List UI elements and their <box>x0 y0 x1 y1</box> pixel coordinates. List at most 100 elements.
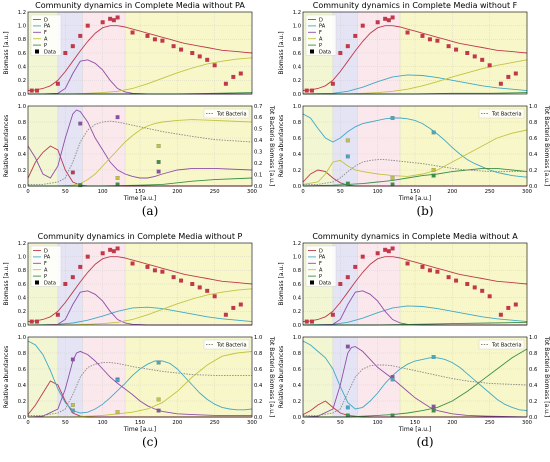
data-marker <box>345 344 350 349</box>
phase-band <box>82 337 126 417</box>
y-right-tick-label: 0.8 <box>254 351 262 357</box>
legend-box <box>30 14 62 56</box>
data-point <box>480 57 485 62</box>
y-right-tick-label: 0.0 <box>529 184 537 190</box>
data-point <box>454 47 459 52</box>
y-tick-label: 1.0 <box>18 254 26 260</box>
data-point <box>454 278 459 283</box>
series-line-a <box>302 129 528 185</box>
legend-label-a: A <box>44 37 48 43</box>
series-line-a <box>28 350 253 418</box>
legend-label-f: F <box>319 30 322 36</box>
y-axis-label: Biomass [a.u.] <box>278 262 285 305</box>
y-tick-label: 1.0 <box>18 104 26 110</box>
data-point <box>197 285 202 290</box>
series-line-tot-bacteria <box>303 364 528 416</box>
y-tick-label: 0.4 <box>18 383 27 389</box>
y-right-axis-label: Tot Bacteria Biomass [a.u.] <box>268 105 275 187</box>
data-marker <box>115 182 120 187</box>
data-point <box>171 44 176 49</box>
data-point <box>390 246 395 251</box>
data-point <box>212 63 217 68</box>
legend-label-f: F <box>44 30 47 36</box>
data-point <box>506 74 511 79</box>
legend-label-tot-bacteria: Tot Bacteria <box>216 342 247 348</box>
y-right-tick-label: 0.4 <box>254 138 263 144</box>
legend-label-pa: PA <box>44 24 51 30</box>
legend-label-f: F <box>44 261 47 267</box>
data-point <box>70 275 75 280</box>
legend-label-d: D <box>44 248 48 254</box>
chart-title: Community dynamics in Complete Media wit… <box>313 1 518 10</box>
y-tick-label: 0.8 <box>293 120 301 126</box>
data-point <box>231 74 236 79</box>
y-tick-label: 0.8 <box>293 351 301 357</box>
x-tick-label: 0 <box>301 189 304 195</box>
series-line-tot-bacteria <box>28 362 252 416</box>
y-tick-label: 0.2 <box>293 399 301 405</box>
y-right-tick-label: 0.8 <box>529 120 537 126</box>
data-marker <box>345 181 350 186</box>
y-right-tick-label: 1.0 <box>254 335 262 341</box>
y-tick-label: 0.0 <box>293 415 301 421</box>
data-marker <box>78 183 83 188</box>
data-point <box>480 288 485 293</box>
chart-title: Community dynamics in Complete Media wit… <box>312 232 518 241</box>
y-tick-label: 0.0 <box>18 323 26 329</box>
legend-label-tot-bacteria: Tot Bacteria <box>216 111 247 117</box>
data-marker <box>156 397 161 402</box>
y-tick-label: 1.0 <box>293 23 301 29</box>
data-marker <box>390 176 395 180</box>
y-right-tick-label: 0.4 <box>529 152 538 158</box>
data-marker <box>115 176 120 180</box>
y-right-tick-label: 0.6 <box>529 136 537 142</box>
panel-c: Community dynamics in Complete Media wit… <box>3 232 275 449</box>
y-right-tick-label: 0.4 <box>529 383 538 389</box>
data-point <box>29 88 34 93</box>
series-line-f <box>27 350 252 418</box>
y-right-tick-label: 0.4 <box>254 383 263 389</box>
data-point <box>111 249 116 254</box>
series-line-tot-bacteria <box>303 159 527 185</box>
phase-band <box>332 106 358 186</box>
series-line-pa <box>302 74 528 95</box>
y-tick-label: 0.2 <box>18 399 26 405</box>
data-point <box>383 16 388 21</box>
y-right-tick-label: 0.0 <box>254 184 262 190</box>
y-tick-label: 1.0 <box>18 335 26 341</box>
x-tick-label: 0 <box>26 420 29 426</box>
y-tick-label: 0.0 <box>18 415 26 421</box>
series-line-pa <box>27 340 253 414</box>
data-point <box>386 249 391 254</box>
x-tick-label: 250 <box>485 420 495 426</box>
y-tick-label: 0.8 <box>18 351 26 357</box>
data-point <box>205 288 210 293</box>
y-tick-label: 0.0 <box>18 184 26 190</box>
x-tick-label: 300 <box>247 189 257 195</box>
data-point <box>231 305 236 310</box>
x-tick-label: 150 <box>410 420 420 426</box>
data-point <box>70 44 75 49</box>
legend-label-p: P <box>319 43 322 49</box>
data-point <box>63 282 68 286</box>
series-line-pa <box>302 305 528 326</box>
y-tick-label: 0.6 <box>293 51 301 57</box>
data-point <box>435 38 440 43</box>
data-marker <box>431 355 436 359</box>
y-right-tick-label: 0.0 <box>254 415 262 421</box>
legend-data-swatch <box>310 49 314 54</box>
phase-band <box>400 106 527 186</box>
y-tick-label: 0.4 <box>18 152 27 158</box>
axes-frame <box>302 105 528 187</box>
data-point <box>160 38 165 43</box>
x-tick-label: 0 <box>26 189 29 195</box>
data-marker <box>70 170 75 175</box>
data-point <box>78 33 83 38</box>
data-point <box>223 312 228 317</box>
legend-data-swatch <box>310 280 314 285</box>
data-marker <box>431 168 436 172</box>
y-right-tick-label: 1.0 <box>529 335 537 341</box>
data-point <box>465 282 470 286</box>
y-right-tick-label: 0.6 <box>254 115 262 121</box>
y-tick-label: 0.8 <box>18 120 26 126</box>
